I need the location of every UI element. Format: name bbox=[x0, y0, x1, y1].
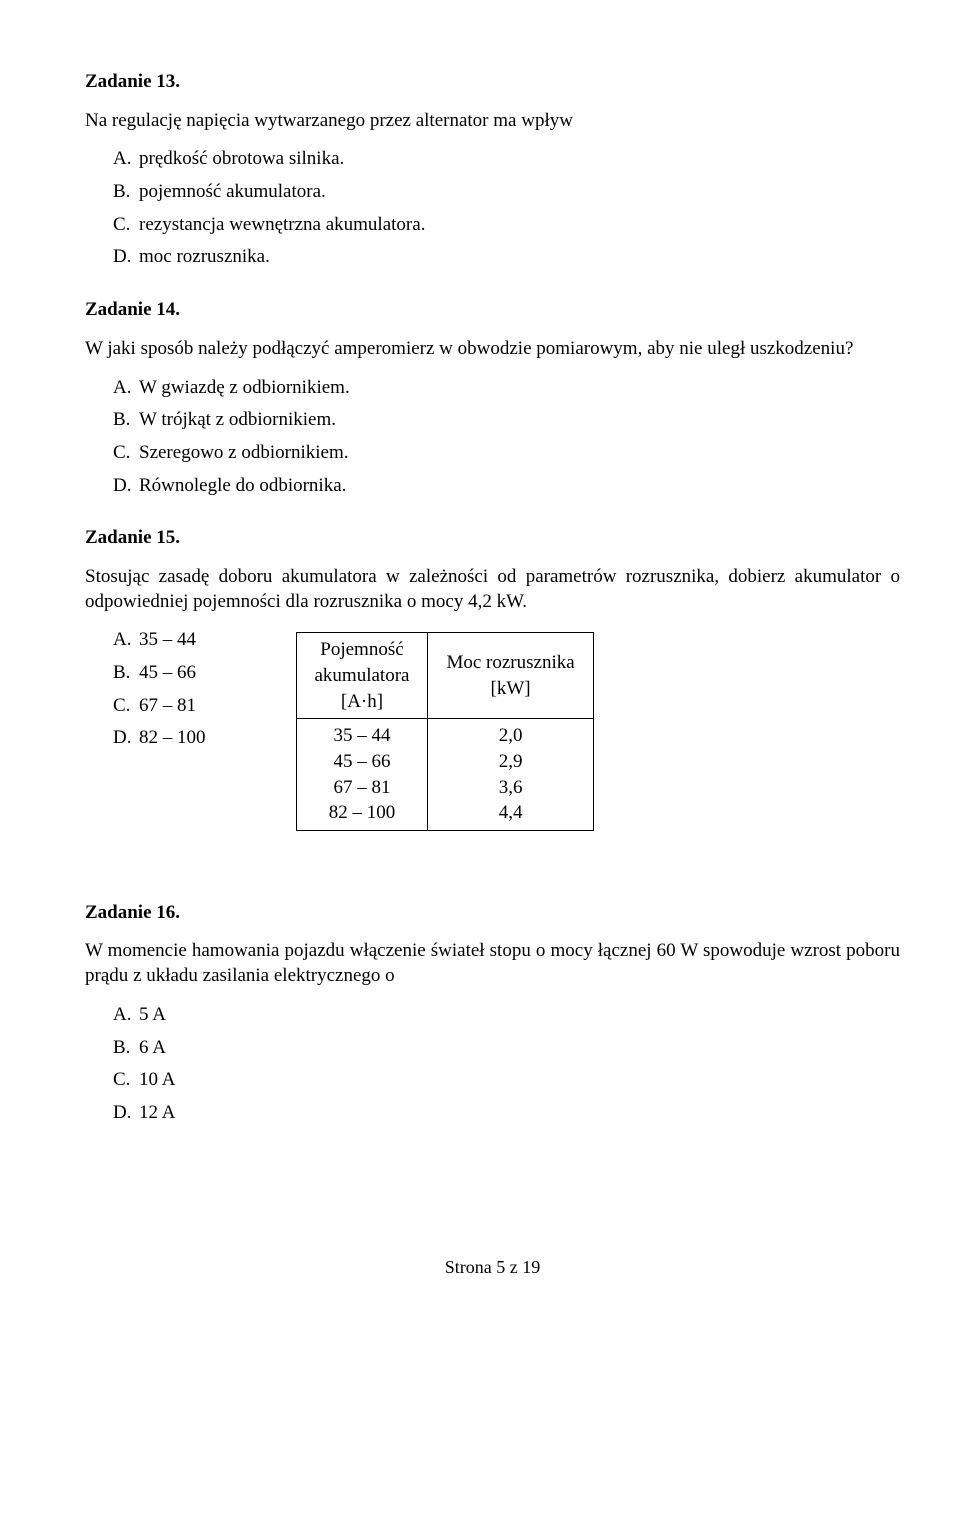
option: B.W trójkąt z odbiornikiem. bbox=[113, 408, 900, 433]
option-text: 10 A bbox=[139, 1068, 175, 1093]
option-text: prędkość obrotowa silnika. bbox=[139, 147, 344, 172]
question-16-options: A.5 A B.6 A C.10 A D.12 A bbox=[113, 1003, 900, 1126]
option-letter: C. bbox=[113, 441, 139, 466]
option: B.45 – 66 bbox=[113, 661, 206, 686]
option-letter: B. bbox=[113, 661, 139, 686]
option-text: 82 – 100 bbox=[139, 726, 206, 751]
option: A.35 – 44 bbox=[113, 628, 206, 653]
header-line: akumulatora bbox=[315, 663, 410, 689]
question-13-options: A.prędkość obrotowa silnika. B.pojemność… bbox=[113, 147, 900, 270]
question-15-row: A.35 – 44 B.45 – 66 C.67 – 81 D.82 – 100… bbox=[113, 628, 900, 830]
option: C.rezystancja wewnętrzna akumulatora. bbox=[113, 213, 900, 238]
option-letter: B. bbox=[113, 180, 139, 205]
option-letter: C. bbox=[113, 213, 139, 238]
question-15-heading: Zadanie 15. bbox=[85, 526, 900, 551]
option: D.Równolegle do odbiornika. bbox=[113, 474, 900, 499]
header-line: [kW] bbox=[446, 676, 574, 702]
question-13-heading: Zadanie 13. bbox=[85, 70, 900, 95]
capacity-power-table: Pojemność akumulatora [A·h] Moc rozruszn… bbox=[296, 632, 594, 830]
option-letter: C. bbox=[113, 1068, 139, 1093]
option-letter: D. bbox=[113, 726, 139, 751]
table-header-power: Moc rozrusznika [kW] bbox=[428, 633, 593, 719]
option: C.10 A bbox=[113, 1068, 900, 1093]
cell-line: 3,6 bbox=[446, 775, 574, 801]
option: B.pojemność akumulatora. bbox=[113, 180, 900, 205]
option-text: W gwiazdę z odbiornikiem. bbox=[139, 376, 350, 401]
option-letter: A. bbox=[113, 147, 139, 172]
header-line: [A·h] bbox=[315, 689, 410, 715]
option: B.6 A bbox=[113, 1036, 900, 1061]
table-cell-capacity: 35 – 44 45 – 66 67 – 81 82 – 100 bbox=[296, 719, 428, 831]
option: C.Szeregowo z odbiornikiem. bbox=[113, 441, 900, 466]
cell-line: 2,9 bbox=[446, 749, 574, 775]
option: D.12 A bbox=[113, 1101, 900, 1126]
option-text: pojemność akumulatora. bbox=[139, 180, 326, 205]
option-letter: A. bbox=[113, 376, 139, 401]
cell-line: 82 – 100 bbox=[315, 800, 410, 826]
question-15-stem: Stosując zasadę doboru akumulatora w zal… bbox=[85, 565, 900, 614]
option-text: 12 A bbox=[139, 1101, 175, 1126]
table-header-capacity: Pojemność akumulatora [A·h] bbox=[296, 633, 428, 719]
option-letter: D. bbox=[113, 245, 139, 270]
question-16-heading: Zadanie 16. bbox=[85, 901, 900, 926]
cell-line: 45 – 66 bbox=[315, 749, 410, 775]
question-15-options: A.35 – 44 B.45 – 66 C.67 – 81 D.82 – 100 bbox=[113, 628, 206, 759]
cell-line: 67 – 81 bbox=[315, 775, 410, 801]
page-footer: Strona 5 z 19 bbox=[85, 1256, 900, 1279]
option-letter: B. bbox=[113, 408, 139, 433]
option-text: Równolegle do odbiornika. bbox=[139, 474, 346, 499]
question-14-options: A.W gwiazdę z odbiornikiem. B.W trójkąt … bbox=[113, 376, 900, 499]
option-text: W trójkąt z odbiornikiem. bbox=[139, 408, 336, 433]
option-text: Szeregowo z odbiornikiem. bbox=[139, 441, 348, 466]
option: A.5 A bbox=[113, 1003, 900, 1028]
option: D.moc rozrusznika. bbox=[113, 245, 900, 270]
header-line: Pojemność bbox=[315, 637, 410, 663]
option: C.67 – 81 bbox=[113, 694, 206, 719]
option-text: 45 – 66 bbox=[139, 661, 196, 686]
option-text: 67 – 81 bbox=[139, 694, 196, 719]
question-13-stem: Na regulację napięcia wytwarzanego przez… bbox=[85, 109, 900, 134]
option-letter: A. bbox=[113, 1003, 139, 1028]
option: D.82 – 100 bbox=[113, 726, 206, 751]
option-letter: D. bbox=[113, 474, 139, 499]
cell-line: 35 – 44 bbox=[315, 723, 410, 749]
question-16-stem: W momencie hamowania pojazdu włączenie ś… bbox=[85, 939, 900, 988]
option: A.W gwiazdę z odbiornikiem. bbox=[113, 376, 900, 401]
option-letter: A. bbox=[113, 628, 139, 653]
option-letter: D. bbox=[113, 1101, 139, 1126]
header-line: Moc rozrusznika bbox=[446, 650, 574, 676]
option-text: 35 – 44 bbox=[139, 628, 196, 653]
option-text: 6 A bbox=[139, 1036, 166, 1061]
option-letter: B. bbox=[113, 1036, 139, 1061]
option: A.prędkość obrotowa silnika. bbox=[113, 147, 900, 172]
cell-line: 4,4 bbox=[446, 800, 574, 826]
cell-line: 2,0 bbox=[446, 723, 574, 749]
option-text: 5 A bbox=[139, 1003, 166, 1028]
option-text: moc rozrusznika. bbox=[139, 245, 270, 270]
question-14-stem: W jaki sposób należy podłączyć amperomie… bbox=[85, 337, 900, 362]
question-14-heading: Zadanie 14. bbox=[85, 298, 900, 323]
option-letter: C. bbox=[113, 694, 139, 719]
option-text: rezystancja wewnętrzna akumulatora. bbox=[139, 213, 425, 238]
table-cell-power: 2,0 2,9 3,6 4,4 bbox=[428, 719, 593, 831]
